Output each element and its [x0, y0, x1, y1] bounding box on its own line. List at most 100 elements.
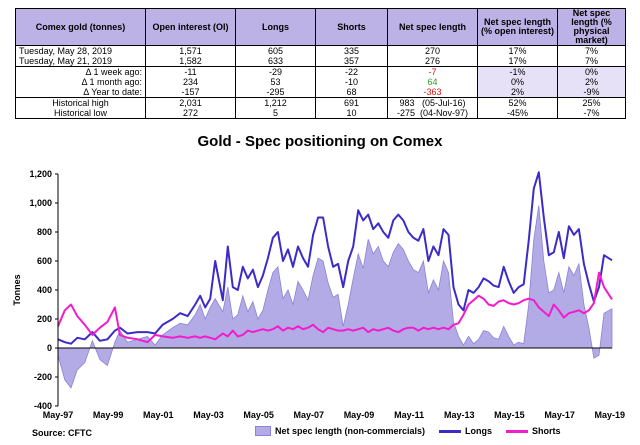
table-cell: 691: [315, 97, 388, 108]
table-cell: 2,031: [145, 97, 236, 108]
table-cell: 270: [387, 45, 478, 56]
table-cell: 633: [235, 56, 316, 67]
table-cell: 335: [315, 45, 388, 56]
table-header-cell: Comex gold (tonnes): [15, 8, 146, 46]
table-cell: 272: [145, 108, 236, 119]
legend-label-shorts: Shorts: [532, 426, 561, 436]
table-cell: 357: [315, 56, 388, 67]
table-row: Δ 1 month ago: 234 53 -10 64 0% 2%: [15, 77, 626, 87]
chart-title: Gold - Spec positioning on Comex: [197, 133, 443, 150]
table-cell: 605: [235, 45, 316, 56]
table-cell: 983 (05-Jul-16): [387, 97, 478, 108]
table-cell: 234: [145, 77, 236, 87]
row-label: Historical high: [15, 97, 146, 108]
table-cell: -45%: [477, 108, 558, 119]
x-tick-label: May-97: [43, 410, 74, 420]
table-cell: 5: [235, 108, 316, 119]
table-cell: 17%: [477, 45, 558, 56]
x-tick-label: May-17: [544, 410, 575, 420]
positioning-chart: -400 -200 0 200 400 600 800 1,000 1,200 May-97 May…: [12, 169, 625, 420]
table-header-cell: Net spec length (% open interest): [477, 8, 558, 46]
table-cell: 25%: [557, 97, 626, 108]
table-header-cell: Shorts: [315, 8, 388, 46]
table-cell: 2%: [477, 87, 558, 98]
chart-legend: Net spec length (non-commercials) Longs …: [255, 426, 575, 436]
table-header-cell: Net spec length (% physical market): [557, 8, 626, 46]
row-label: Δ Year to date:: [15, 87, 146, 98]
table-cell: 1,582: [145, 56, 236, 67]
source-note: Source: CFTC: [32, 428, 93, 438]
table-cell: 7%: [557, 56, 626, 67]
table-cell: -363: [387, 87, 478, 98]
table-cell: 17%: [477, 56, 558, 67]
table-cell: 1,212: [235, 97, 316, 108]
table-cell: -29: [235, 66, 316, 77]
table-cell: 64: [387, 77, 478, 87]
table-row: Δ Year to date: -157 -295 68 -363 2% -9%: [15, 87, 626, 98]
legend-swatch-longs: [439, 429, 462, 433]
row-label: Historical low: [15, 108, 146, 119]
table-header-cell: Net spec length: [387, 8, 478, 46]
table-cell: 53: [235, 77, 316, 87]
table-header-cell: Longs: [235, 8, 316, 46]
y-tick-label: 1,200: [29, 169, 52, 179]
series-net-spec-area: [57, 205, 613, 389]
table-cell: 10: [315, 108, 388, 119]
table-cell: -295: [235, 87, 316, 98]
y-tick-label: -200: [34, 372, 52, 382]
y-tick-label: 200: [37, 314, 52, 324]
table-cell: -22: [315, 66, 388, 77]
x-tick-label: May-05: [243, 410, 274, 420]
table-cell: -1%: [477, 66, 558, 77]
row-label: Tuesday, May 21, 2019: [15, 56, 146, 67]
y-tick-label: 600: [37, 256, 52, 266]
legend-swatch-shorts: [506, 429, 529, 433]
x-tick-label: May-19: [594, 410, 625, 420]
x-tick-label: May-07: [294, 410, 325, 420]
legend-item-longs: Longs: [439, 426, 492, 436]
table-cell: 0%: [477, 77, 558, 87]
legend-item-shorts: Shorts: [506, 426, 561, 436]
legend-label-longs: Longs: [465, 426, 493, 436]
table-cell: -275 (04-Nov-97): [387, 108, 478, 119]
table-header-row: Comex gold (tonnes) Open interest (OI) L…: [15, 8, 626, 46]
y-tick-label: -400: [34, 401, 52, 411]
table-cell: -7%: [557, 108, 626, 119]
table-cell: 276: [387, 56, 478, 67]
legend-label-net: Net spec length (non-commercials): [275, 426, 426, 436]
y-tick-label: 400: [37, 285, 52, 295]
y-tick-label: 1,000: [29, 198, 52, 208]
x-tick-label: May-15: [494, 410, 525, 420]
positioning-table: Comex gold (tonnes) Open interest (OI) L…: [15, 8, 626, 119]
row-label: Δ 1 week ago:: [15, 66, 146, 77]
y-tick-label: 0: [47, 343, 52, 353]
table-cell: -9%: [557, 87, 626, 98]
table-header-cell: Open interest (OI): [145, 8, 236, 46]
y-axis-label: Tonnes: [12, 274, 22, 305]
x-tick-label: May-03: [193, 410, 224, 420]
y-tick-label: 800: [37, 227, 52, 237]
table-cell: -11: [145, 66, 236, 77]
table-cell: 0%: [557, 66, 626, 77]
x-tick-label: May-11: [394, 410, 424, 420]
row-label: Tuesday, May 28, 2019: [15, 45, 146, 56]
table-cell: 68: [315, 87, 388, 98]
legend-item-net: Net spec length (non-commercials): [255, 426, 425, 436]
x-tick-label: May-09: [344, 410, 375, 420]
table-cell: 2%: [557, 77, 626, 87]
table-cell: 52%: [477, 97, 558, 108]
table-cell: -7: [387, 66, 478, 77]
table-cell: -157: [145, 87, 236, 98]
table-row: Historical low 272 5 10 -275 (04-Nov-97)…: [15, 108, 626, 119]
table-row: Historical high 2,031 1,212 691 983 (05-…: [15, 97, 626, 108]
series-longs-line: [57, 171, 613, 345]
table-cell: 7%: [557, 45, 626, 56]
x-tick-label: May-01: [143, 410, 174, 420]
row-label: Δ 1 month ago:: [15, 77, 146, 87]
x-tick-label: May-13: [444, 410, 475, 420]
table-row: Δ 1 week ago: -11 -29 -22 -7 -1% 0%: [15, 66, 626, 77]
legend-swatch-net: [255, 426, 271, 436]
table-cell: -10: [315, 77, 388, 87]
x-tick-label: May-99: [93, 410, 124, 420]
table-row: Tuesday, May 21, 2019 1,582 633 357 276 …: [15, 56, 626, 67]
